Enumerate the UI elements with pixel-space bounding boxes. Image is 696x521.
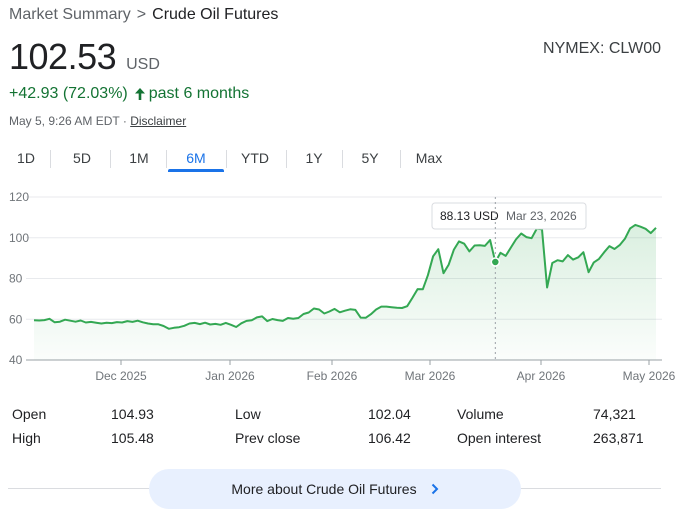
current-price: 102.53 [9,36,117,77]
x-tick-label: Jan 2026 [205,369,255,383]
tooltip-value: 88.13 USD [440,209,499,223]
timestamp: May 5, 9:26 AM EDT [9,114,120,128]
x-tick-label: Mar 2026 [405,369,456,383]
chart-tooltip: 88.13 USD Mar 23, 2026 [431,202,587,230]
currency: USD [126,56,160,73]
stat-value-open-interest: 263,871 [593,430,644,446]
y-tick-label: 120 [9,190,29,204]
tab-1y[interactable]: 1Y [305,150,323,166]
tab-5d[interactable]: 5D [73,150,91,166]
tab-divider [110,150,111,168]
tab-6m[interactable]: 6M [168,146,224,172]
chevron-right-icon [431,483,439,495]
x-tick-label: Dec 2025 [95,369,147,383]
exchange-ticker: NYMEX: CLW00 [543,40,661,57]
tooltip-date: Mar 23, 2026 [506,209,577,223]
hover-point [490,257,501,267]
price-area [34,224,656,360]
price-line [33,223,657,330]
tab-divider [166,150,167,168]
stat-value-volume: 74,321 [593,406,636,422]
stat-value-open: 104.93 [111,406,154,422]
stat-value-high: 105.48 [111,430,154,446]
price-row: 102.53 USD [9,36,160,78]
x-tick-label: May 2026 [623,369,676,383]
tab-divider [50,150,51,168]
stat-label-open: Open [12,406,47,422]
tab-1m[interactable]: 1M [129,150,149,166]
more-about-button[interactable]: More about Crude Oil Futures [149,469,521,509]
arrow-up-icon [134,88,145,100]
price-change: +42.93 (72.03%) past 6 months [9,85,249,103]
tab-max[interactable]: Max [415,150,443,166]
price-chart[interactable]: 40 60 80 100 120 Dec 2025 Jan 2026 Feb 2026 Mar … [0,186,696,396]
y-tick-label: 80 [9,272,23,286]
quote-meta: May 5, 9:26 AM EDT · Disclaimer [9,114,186,128]
stat-label-prev-close: Prev close [235,430,301,446]
breadcrumb-separator: > [136,6,147,23]
breadcrumb-market-summary[interactable]: Market Summary [9,6,131,23]
stat-label-low: Low [235,406,261,422]
y-tick-label: 100 [9,231,29,245]
meta-separator: · [122,114,127,128]
tab-1d[interactable]: 1D [17,150,35,166]
stat-value-low: 102.04 [368,406,411,422]
breadcrumb: Market Summary > Crude Oil Futures [9,6,278,24]
tab-divider [286,150,287,168]
x-tick-label: Feb 2026 [307,369,358,383]
y-tick-label: 60 [9,312,23,326]
tab-divider [226,150,227,168]
y-tick-label: 40 [9,353,23,367]
stat-label-volume: Volume [457,406,504,422]
change-period: past 6 months [148,85,250,102]
stat-label-open-interest: Open interest [457,430,542,446]
more-about-label: More about Crude Oil Futures [231,481,417,497]
tab-divider [342,150,343,168]
breadcrumb-current: Crude Oil Futures [152,6,279,23]
tab-divider [400,150,401,168]
x-tick-label: Apr 2026 [517,369,566,383]
disclaimer-link[interactable]: Disclaimer [130,114,187,128]
tab-ytd[interactable]: YTD [241,150,269,166]
tooltip-box [431,202,587,230]
change-value: +42.93 (72.03%) [9,85,128,102]
stat-value-prev-close: 106.42 [368,430,411,446]
stat-label-high: High [12,430,41,446]
tab-5y[interactable]: 5Y [361,150,379,166]
